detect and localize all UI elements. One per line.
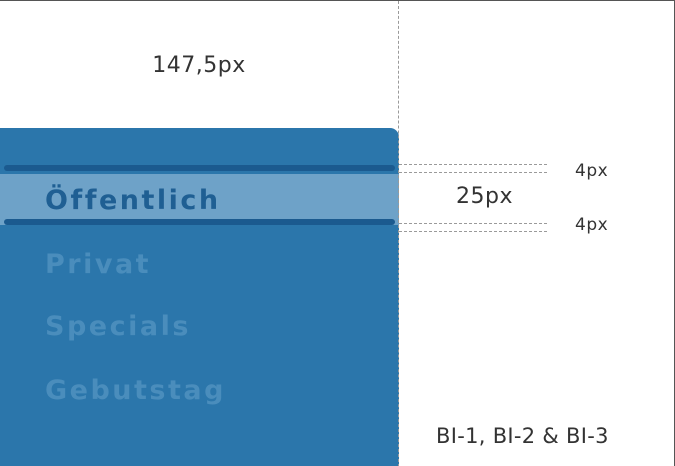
active-item-highlight bbox=[0, 174, 399, 225]
border-top-dimension-label: 4px bbox=[575, 161, 609, 181]
guide-line-border-top-inner bbox=[399, 172, 547, 173]
active-item-bottom-border bbox=[4, 219, 395, 225]
guide-line-border-bottom-outer bbox=[399, 231, 547, 232]
vertical-guide-line bbox=[398, 1, 399, 466]
item-height-dimension-label: 25px bbox=[456, 184, 513, 209]
active-item-top-border bbox=[4, 165, 395, 171]
guide-line-border-top-outer bbox=[399, 164, 547, 165]
nav-item-specials[interactable]: Specials bbox=[45, 311, 191, 342]
nav-panel: Öffentlich Privat Specials Gebutstag bbox=[0, 128, 399, 466]
nav-item-oeffentlich[interactable]: Öffentlich bbox=[45, 185, 221, 216]
nav-item-gebutstag[interactable]: Gebutstag bbox=[45, 375, 226, 406]
width-dimension-label: 147,5px bbox=[152, 53, 246, 78]
border-bottom-dimension-label: 4px bbox=[575, 215, 609, 235]
reference-note: BI-1, BI-2 & BI-3 bbox=[436, 424, 609, 448]
guide-line-border-bottom-inner bbox=[399, 223, 547, 224]
nav-item-privat[interactable]: Privat bbox=[45, 249, 152, 280]
